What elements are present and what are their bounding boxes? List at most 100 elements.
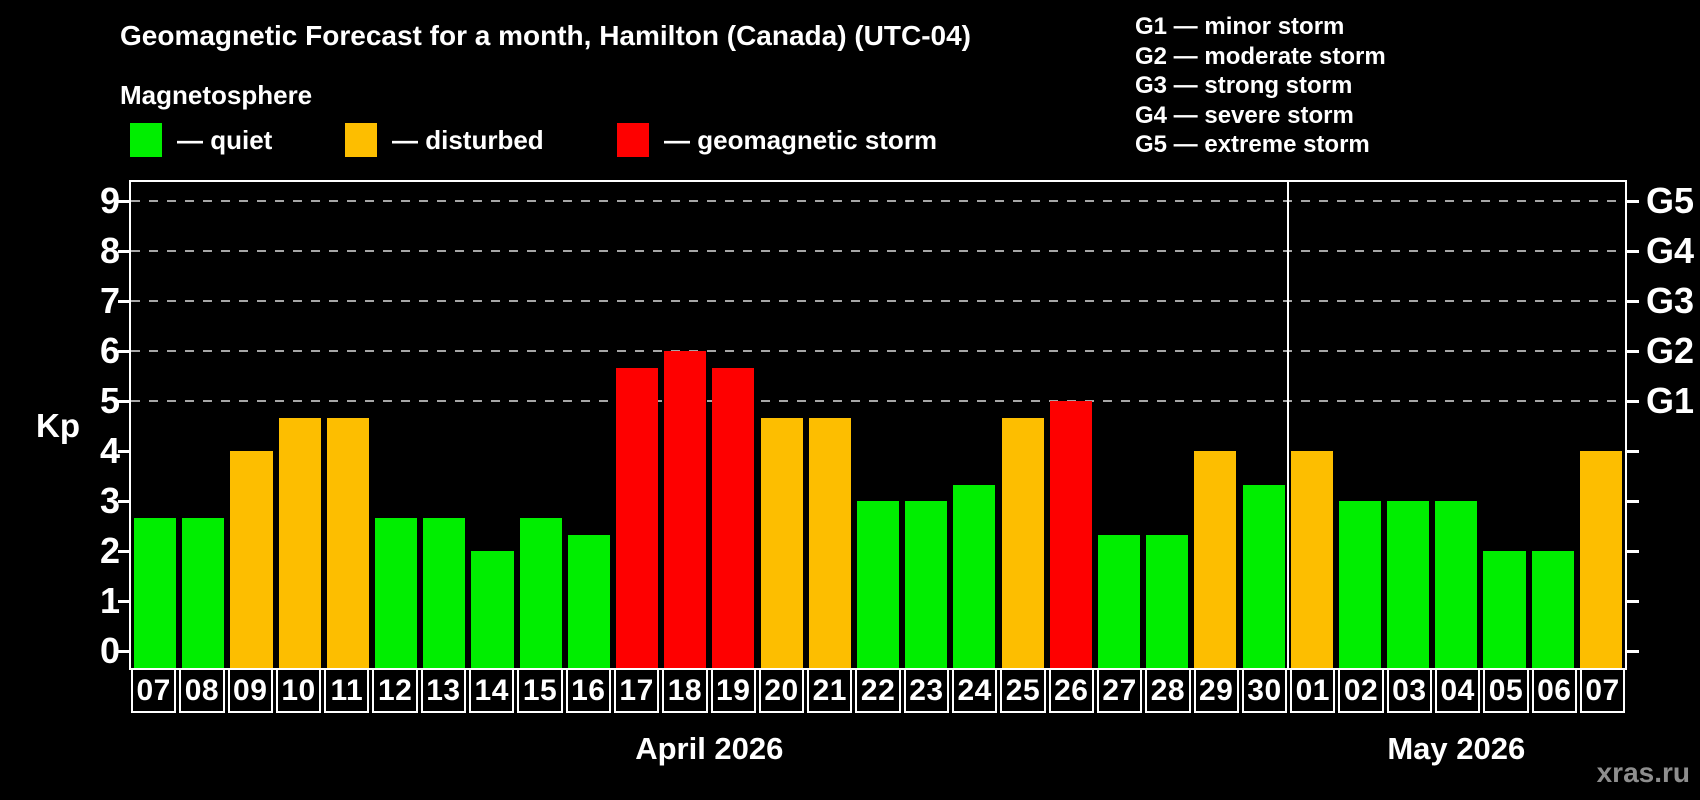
plot-area <box>129 180 1627 670</box>
gridline-kp-7 <box>131 300 1625 302</box>
kp-bar-may-03 <box>1387 501 1430 668</box>
g-scale-legend: G1 — minor storm G2 — moderate storm G3 … <box>1135 12 1386 160</box>
left-tick-kp-1 <box>118 600 129 603</box>
kp-bar-apr-13 <box>423 517 466 668</box>
day-cell-apr-07: 07 <box>131 668 177 713</box>
kp-bar-apr-29 <box>1194 451 1237 668</box>
left-tick-kp-2 <box>118 550 129 553</box>
y-tick-label-2: 2 <box>99 530 120 571</box>
right-tick-kp-9 <box>1627 200 1639 203</box>
day-cell-may-01: 01 <box>1290 668 1336 713</box>
kp-bar-apr-10 <box>278 417 321 668</box>
y-tick-label-4: 4 <box>99 430 120 471</box>
kp-bar-apr-25 <box>1001 417 1044 668</box>
gridline-kp-5 <box>131 400 1625 402</box>
kp-bar-may-01 <box>1290 451 1333 668</box>
day-cell-apr-16: 16 <box>565 668 611 713</box>
right-tick-kp-2 <box>1627 550 1639 553</box>
right-axis-label-g4: G4 <box>1646 230 1695 271</box>
left-tick-kp-6 <box>118 350 129 353</box>
day-cell-apr-28: 28 <box>1145 668 1191 713</box>
right-tick-kp-0 <box>1627 650 1639 653</box>
day-cell-apr-21: 21 <box>807 668 853 713</box>
day-cell-may-02: 02 <box>1338 668 1384 713</box>
month-separator-line <box>1286 182 1289 668</box>
legend-item-storm: — geomagnetic storm <box>617 122 937 158</box>
left-tick-kp-5 <box>118 400 129 403</box>
gridline-kp-9 <box>131 200 1625 202</box>
day-cell-apr-23: 23 <box>903 668 950 713</box>
day-cell-apr-11: 11 <box>324 668 370 713</box>
kp-bar-may-04 <box>1435 501 1478 668</box>
g1-legend-line: G1 — minor storm <box>1135 13 1345 40</box>
kp-bar-apr-14 <box>471 551 514 668</box>
kp-bar-apr-19 <box>712 367 755 668</box>
kp-bar-apr-26 <box>1049 401 1092 668</box>
chart-subtitle: Magnetosphere <box>120 80 313 110</box>
right-axis-label-g2: G2 <box>1646 330 1695 371</box>
right-axis-label-g1: G1 <box>1646 380 1695 421</box>
day-cell-may-05: 05 <box>1483 668 1529 713</box>
legend-item-quiet: — quiet <box>130 122 272 158</box>
day-cell-apr-19: 19 <box>710 668 756 713</box>
right-tick-kp-5 <box>1627 400 1639 403</box>
right-tick-kp-1 <box>1627 600 1639 603</box>
day-cell-apr-09: 09 <box>227 668 273 713</box>
kp-bar-apr-17 <box>615 367 659 668</box>
day-cell-apr-17: 17 <box>613 668 660 713</box>
kp-bar-apr-12 <box>375 517 418 668</box>
month-label-may: May 2026 <box>1387 731 1526 766</box>
g4-legend-line: G4 — severe storm <box>1135 101 1354 129</box>
kp-bar-may-07 <box>1579 451 1622 668</box>
gridline-kp-8 <box>131 250 1625 252</box>
day-cell-may-04: 04 <box>1435 668 1481 713</box>
left-tick-kp-8 <box>118 250 129 253</box>
day-label-row: 07 08 09 10 11 12 13 14 15 16 17 18 19 20 21 22 23 24 25 26… <box>131 668 1626 713</box>
kp-bar-apr-15 <box>519 517 562 668</box>
day-cell-apr-14: 14 <box>469 668 515 713</box>
kp-bar-apr-11 <box>326 417 369 668</box>
y-tick-label-1: 1 <box>99 580 120 621</box>
day-cell-apr-25: 25 <box>1000 668 1046 713</box>
y-axis-title: Kp <box>36 407 80 444</box>
gridline-kp-6 <box>131 350 1625 352</box>
day-cell-apr-15: 15 <box>517 668 563 713</box>
kp-bar-apr-21 <box>808 417 851 668</box>
left-tick-kp-0 <box>118 650 129 653</box>
kp-bar-apr-18 <box>664 351 707 668</box>
day-cell-apr-18: 18 <box>662 668 708 713</box>
right-tick-kp-7 <box>1627 300 1639 303</box>
day-cell-apr-29: 29 <box>1193 668 1239 713</box>
left-tick-kp-9 <box>118 200 129 203</box>
legend-item-disturbed: — disturbed <box>345 122 544 158</box>
page-title: Geomagnetic Forecast for a month, Hamilt… <box>120 20 971 51</box>
day-cell-apr-22: 22 <box>855 668 901 713</box>
kp-bar-may-06 <box>1531 551 1574 668</box>
day-cell-may-07: 07 <box>1579 668 1626 713</box>
y-tick-label-5: 5 <box>99 380 120 421</box>
g3-legend-line: G3 — strong storm <box>1135 72 1353 99</box>
day-cell-apr-20: 20 <box>758 668 805 713</box>
kp-bar-apr-20 <box>760 417 803 668</box>
left-tick-kp-7 <box>118 300 129 303</box>
y-tick-label-3: 3 <box>99 480 120 521</box>
y-tick-label-6: 6 <box>99 330 120 371</box>
legend-label-storm: — geomagnetic storm <box>664 124 938 155</box>
left-tick-kp-3 <box>118 500 129 503</box>
day-cell-apr-26: 26 <box>1048 668 1094 713</box>
right-tick-kp-8 <box>1627 250 1639 253</box>
y-tick-label-0: 0 <box>99 630 120 671</box>
kp-bar-may-05 <box>1483 551 1526 668</box>
kp-bar-apr-27 <box>1097 534 1141 668</box>
legend-label-disturbed: — disturbed <box>392 124 544 155</box>
kp-bar-may-02 <box>1338 501 1381 668</box>
kp-bar-apr-28 <box>1146 534 1189 668</box>
day-cell-apr-27: 27 <box>1096 668 1143 713</box>
right-axis-label-g5: G5 <box>1646 180 1695 221</box>
right-tick-kp-4 <box>1627 450 1639 453</box>
day-cell-apr-12: 12 <box>372 668 418 713</box>
left-tick-kp-4 <box>118 450 129 453</box>
y-tick-label-7: 7 <box>99 280 120 321</box>
kp-bar-apr-23 <box>905 501 948 668</box>
